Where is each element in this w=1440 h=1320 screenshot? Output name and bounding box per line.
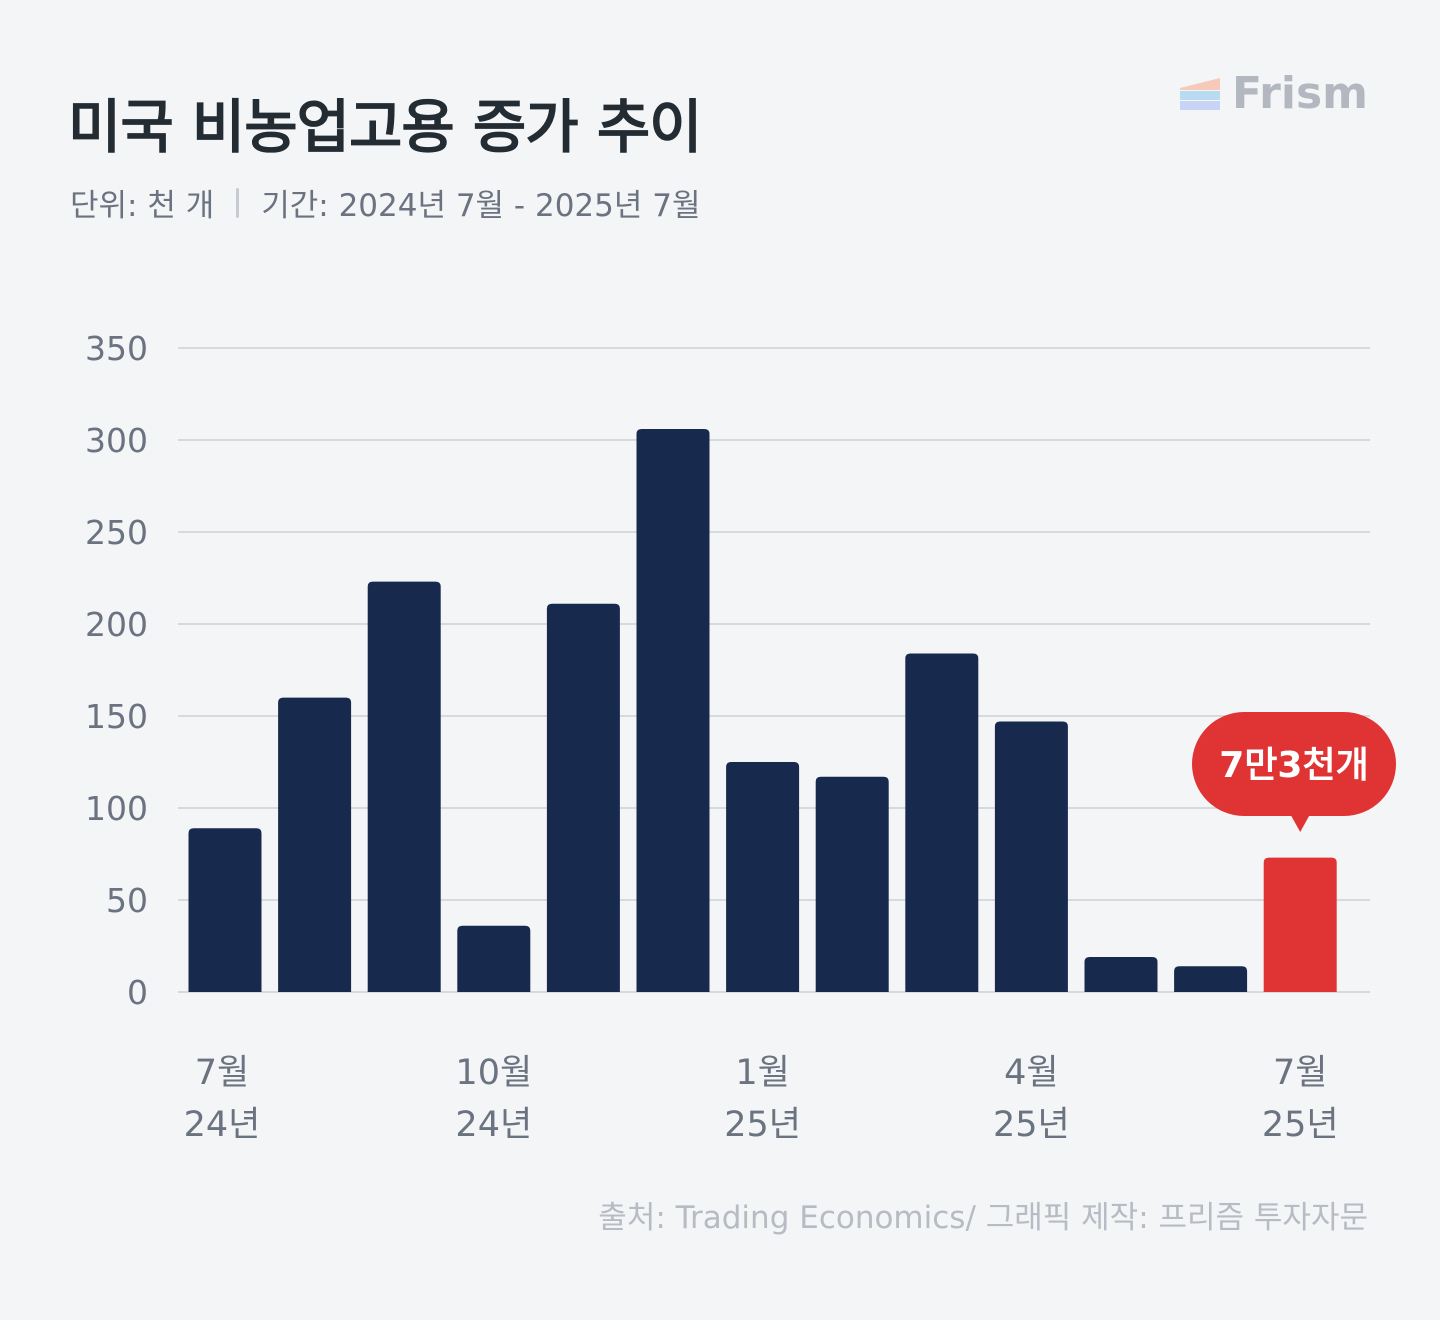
y-tick-label: 200 [85,605,148,644]
unit-label: 단위: 천 개 [70,188,215,224]
period-label: 기간: 2024년 7월 - 2025년 7월 [261,188,701,224]
chart-subtitle: 단위: 천 개 기간: 2024년 7월 - 2025년 7월 [70,180,701,225]
bar [815,776,889,992]
y-tick-label: 300 [85,421,148,460]
bar [1084,957,1158,992]
x-tick-label: 1월 [735,1053,789,1093]
y-tick-label: 250 [85,513,148,552]
bar [994,721,1068,992]
x-tick-label: 7월 [195,1053,249,1093]
callout-pointer [1290,814,1311,832]
x-tick-label: 10월 [455,1053,532,1093]
x-tick-label: 24년 [184,1105,261,1145]
x-tick-label: 25년 [1262,1105,1339,1145]
subtitle-divider [236,187,240,218]
bar [726,762,800,992]
bar [278,697,352,992]
bar [1174,966,1248,992]
y-tick-label: 50 [106,881,148,920]
chart-title: 미국 비농업고용 증가 추이 [68,93,703,161]
y-tick-label: 0 [127,973,148,1012]
x-tick-label: 25년 [993,1105,1070,1145]
x-tick-label: 7월 [1273,1053,1327,1093]
source-note: 출처: Trading Economics/ 그래픽 제작: 프리즘 투자자문 [598,1200,1368,1236]
x-tick-label: 25년 [724,1105,801,1145]
callout-label: 7만3천개 [1219,745,1368,786]
y-tick-label: 350 [85,329,148,368]
bar [367,581,441,992]
y-tick-label: 100 [85,789,148,828]
highlight-bar [1263,857,1337,992]
y-tick-label: 150 [85,697,148,736]
bar [188,828,262,992]
bar [457,925,531,992]
x-tick-label: 4월 [1004,1053,1058,1093]
bar [636,428,710,993]
bar [905,653,979,992]
frism-logo-icon [1179,77,1220,110]
x-tick-label: 24년 [455,1105,532,1145]
brand-logo: Frism [1179,68,1368,119]
brand-name: Frism [1231,68,1368,119]
callout-bubble [1192,712,1396,816]
bar [546,603,620,992]
